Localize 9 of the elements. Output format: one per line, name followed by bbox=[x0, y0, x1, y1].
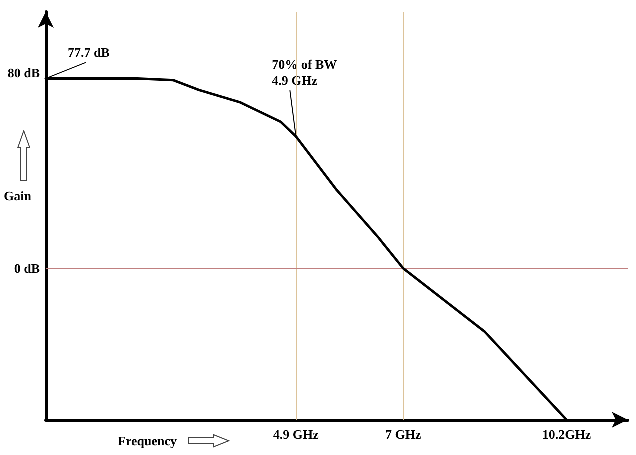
annotation: 77.7 dB bbox=[68, 45, 110, 60]
y-axis-title: Gain bbox=[4, 188, 32, 204]
x-tick-label: 7 GHz bbox=[385, 427, 422, 442]
x-tick-label: 4.9 GHz bbox=[273, 427, 320, 442]
y-tick-label: 0 dB bbox=[14, 261, 40, 276]
x-axis-title: Frequency bbox=[118, 434, 178, 448]
annotation: 70% of BW 4.9 GHz bbox=[272, 57, 338, 88]
x-tick-label: 10.2GHz bbox=[542, 427, 592, 442]
y-tick-label: 80 dB bbox=[8, 66, 40, 81]
